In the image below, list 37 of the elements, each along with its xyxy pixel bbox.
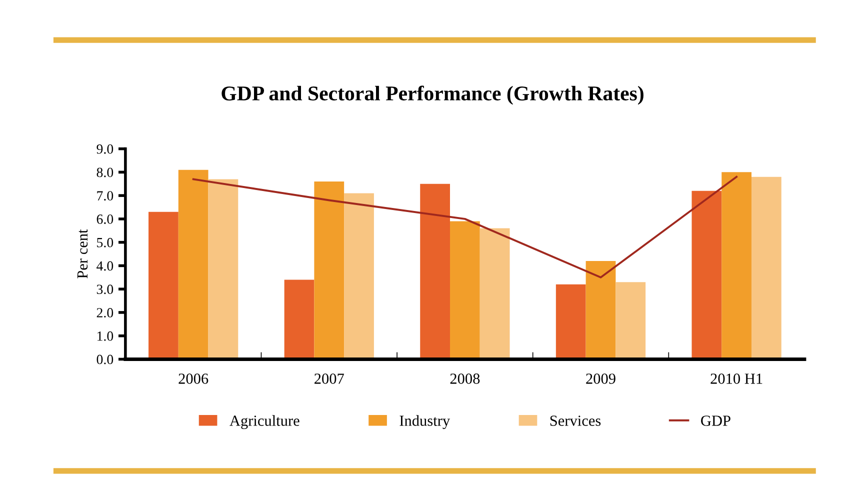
y-tick-label: 8.0 — [96, 168, 114, 178]
bar — [480, 228, 510, 360]
x-tick-label: 2007 — [314, 374, 344, 384]
legend-label: Agriculture — [230, 415, 300, 430]
bar — [420, 184, 450, 360]
bar — [751, 176, 782, 360]
x-tick-label: 2010 H1 — [710, 374, 762, 384]
bar — [208, 179, 238, 360]
chart-title: GDP and Sectoral Performance (Growth Rates) — [222, 86, 644, 105]
bar — [692, 190, 722, 360]
bar — [284, 280, 314, 360]
y-tick-label: 6.0 — [96, 214, 114, 224]
legend-label: Services — [550, 416, 601, 426]
bar — [148, 212, 178, 360]
x-tick-label: 2009 — [586, 374, 616, 384]
bar — [586, 261, 616, 360]
y-tick-label: 5.0 — [97, 238, 114, 248]
y-axis-title: Per cent — [77, 229, 88, 278]
x-tick-label: 2008 — [450, 374, 480, 384]
bar — [450, 221, 480, 360]
x-tick-label: 2006 — [178, 374, 208, 384]
legend-label: GDP — [701, 416, 730, 426]
line-series — [192, 176, 738, 278]
bar — [722, 172, 752, 360]
y-tick-label: 3.0 — [96, 284, 114, 294]
bar — [344, 193, 374, 360]
bar — [556, 284, 586, 360]
y-tick-label: 1.0 — [97, 331, 114, 341]
y-tick-label: 2.0 — [96, 308, 114, 318]
bar — [616, 282, 646, 360]
y-tick-label: 9.0 — [96, 144, 114, 154]
y-tick-label: 7.0 — [97, 191, 114, 201]
legend-label: Industry — [400, 415, 450, 430]
y-tick-label: 0.0 — [96, 354, 114, 364]
bar — [178, 170, 208, 360]
bar — [314, 182, 344, 360]
y-tick-label: 4.0 — [96, 261, 114, 271]
